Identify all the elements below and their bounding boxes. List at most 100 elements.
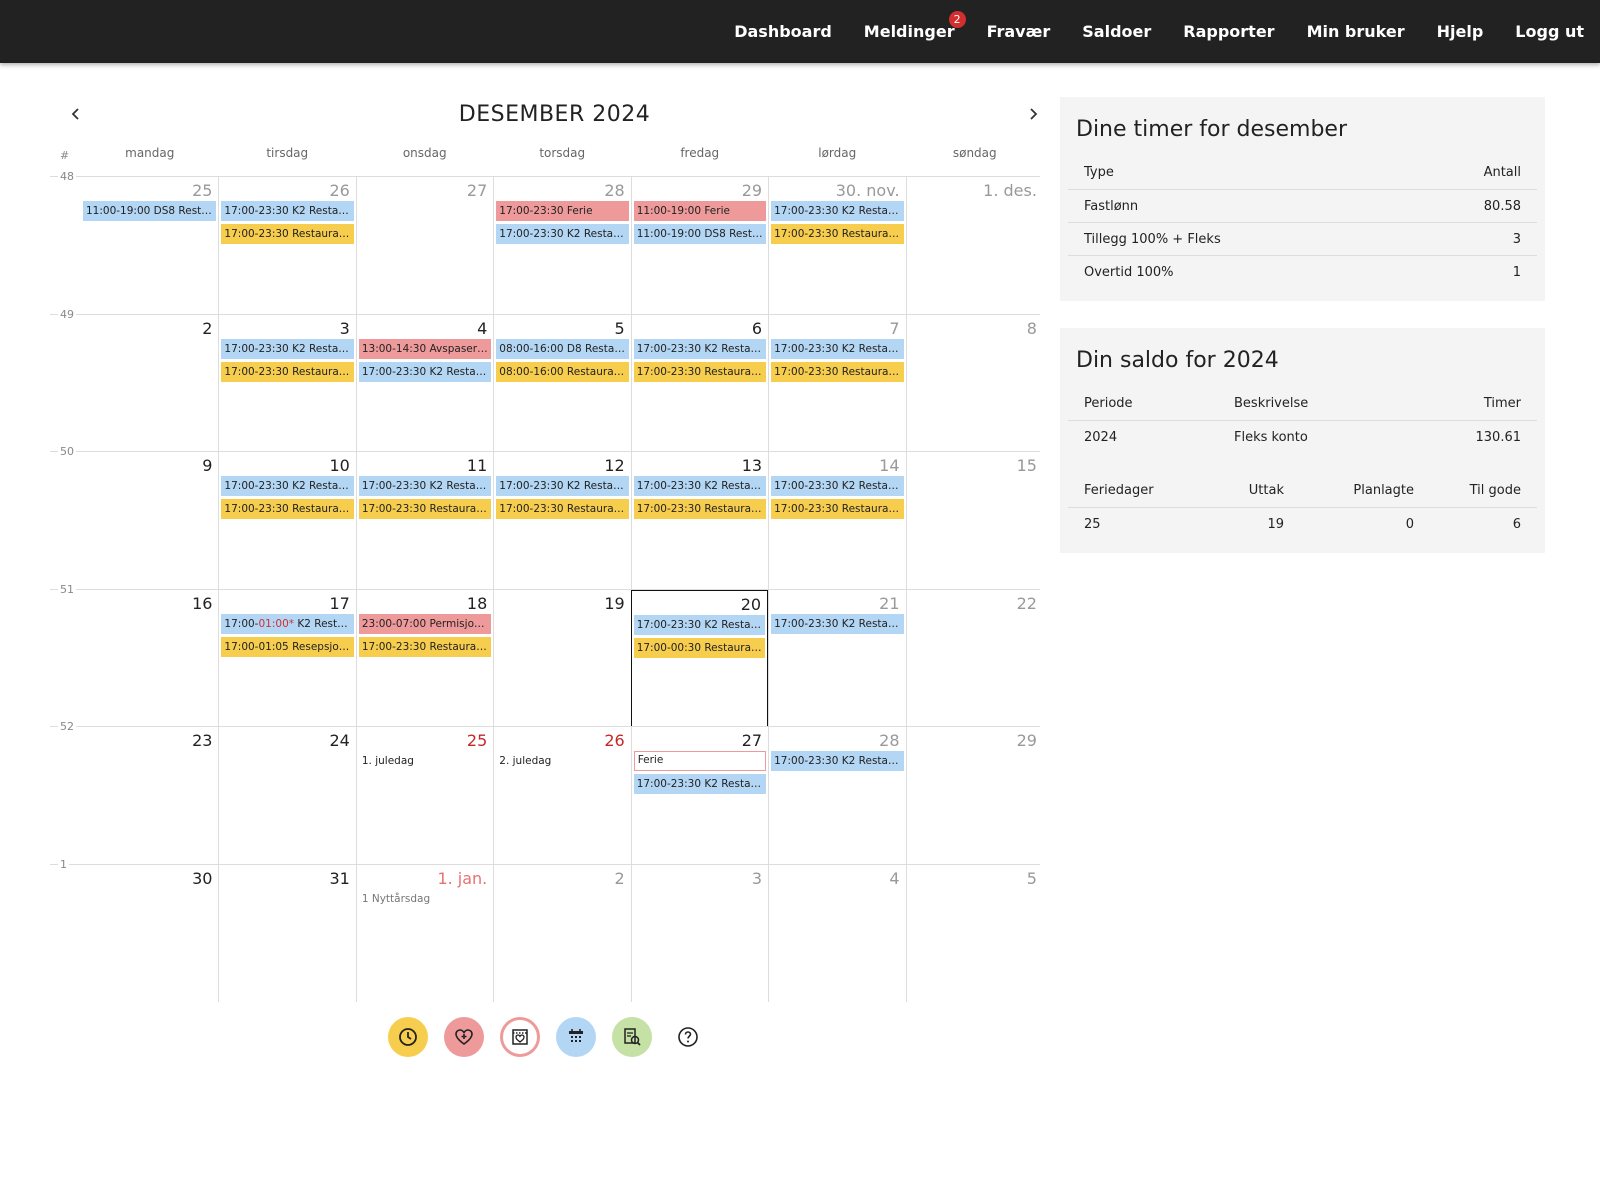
calendar-day[interactable]: 18 23:00-07:00 Permisjon m... 17:00-23:30 … <box>355 589 493 727</box>
next-month-button[interactable] <box>1021 102 1045 126</box>
calendar-button[interactable] <box>556 1017 596 1057</box>
hours-type: Fastlønn <box>1084 198 1139 214</box>
nav-rapporter[interactable]: Rapporter <box>1183 22 1275 41</box>
calendar-day[interactable]: 27 <box>355 177 493 314</box>
calendar-day[interactable]: 15 <box>905 452 1043 589</box>
previous-month-button[interactable] <box>64 102 88 126</box>
calendar-day[interactable]: 26 17:00-23:30 K2 Restaurant 17:00-23:30 R… <box>218 177 355 314</box>
calendar-day[interactable]: 5 <box>905 864 1043 1002</box>
calendar-day[interactable]: 28 17:00-23:30 K2 Restaurant <box>768 727 905 864</box>
calendar-day[interactable]: 3 <box>630 864 768 1002</box>
calendar-day[interactable]: 13 17:00-23:30 K2 Restaurant 17:00-23:30 R… <box>630 452 768 589</box>
calendar-day[interactable]: 4 13:00-14:30 Avspasering 17:00-23:30 K2 R… <box>355 314 493 452</box>
calendar-event[interactable]: 17:00-00:30 Restaurant | ... <box>633 637 766 658</box>
document-search-button[interactable] <box>612 1017 652 1057</box>
calendar-day[interactable]: 1. des. <box>905 177 1043 314</box>
calendar-event[interactable]: 17:00-23:30 K2 Restaurant <box>771 751 904 771</box>
calendar-day[interactable]: 23 <box>81 727 218 864</box>
calendar-day[interactable]: 10 17:00-23:30 K2 Restaurant 17:00-23:30 R… <box>218 452 355 589</box>
calendar-event[interactable]: 17:00-23:30 Restaurant | ... <box>358 636 492 657</box>
nav-saldoer[interactable]: Saldoer <box>1082 22 1152 41</box>
calendar-day[interactable]: 21 17:00-23:30 K2 Restaurant <box>768 589 905 727</box>
help-button[interactable] <box>668 1017 708 1057</box>
calendar-event[interactable]: 17:00-23:30 Restaurant | ... <box>358 499 492 519</box>
calendar-event[interactable]: 17:00-23:30 K2 Restaurant <box>633 774 767 794</box>
calendar-event[interactable]: 17:00-23:30 Restaurant | ... <box>633 499 767 519</box>
calendar-event[interactable]: 17:00-23:30 K2 Restaurant <box>771 338 904 359</box>
calendar-event[interactable]: 17:00-23:30 K2 Restaurant <box>221 338 354 359</box>
calendar-day-today[interactable]: 20 17:00-23:30 K2 Restaurant 17:00-00:30 R… <box>630 589 769 727</box>
calendar-event[interactable]: 17:00-23:30 Restaurant | ... <box>771 224 904 244</box>
calendar-event[interactable]: 17:00-23:30 Restaurant | ... <box>221 224 354 244</box>
calendar-event[interactable]: 11:00-19:00 Ferie <box>633 201 767 221</box>
calendar-event[interactable]: 17:00-23:30 K2 Restaurant <box>358 361 492 382</box>
calendar-event[interactable]: 17:00-23:30 Restaurant | ... <box>221 499 354 519</box>
calendar-event[interactable]: 17:00-23:30 K2 Restaurant <box>633 614 766 635</box>
calendar-day[interactable]: 1. jan. 1 Nyttårsdag <box>355 864 493 1002</box>
heart-calendar-button[interactable] <box>500 1017 540 1057</box>
calendar-day[interactable]: 26 2. juledag <box>493 727 630 864</box>
calendar-day[interactable]: 2 <box>81 315 218 452</box>
calendar-event[interactable]: 11:00-19:00 DS8 Restaurant <box>633 224 767 244</box>
calendar-event[interactable]: 17:00-23:30 K2 Restaurant <box>771 201 904 221</box>
calendar-event[interactable]: 17:00-23:30 Restaurant | ... <box>771 361 904 382</box>
calendar-day[interactable]: 31 <box>218 864 355 1002</box>
calendar-event[interactable]: 17:00-23:30 Restaurant | ... <box>771 499 904 519</box>
table-row: Overtid 100% 1 <box>1068 256 1537 289</box>
calendar-day[interactable]: 29 <box>905 727 1043 864</box>
calendar-day[interactable]: 8 <box>905 314 1043 452</box>
calendar-day[interactable]: 4 <box>768 864 905 1002</box>
calendar-event[interactable]: 17:00-23:30 K2 Restaurant <box>496 224 629 244</box>
nav-fravaer[interactable]: Fravær <box>986 22 1051 41</box>
nav-meldinger[interactable]: Meldinger 2 <box>864 11 966 41</box>
calendar-event[interactable]: 23:00-07:00 Permisjon m... <box>358 613 492 634</box>
calendar-day[interactable]: 27 Ferie 17:00-23:30 K2 Restaurant <box>630 727 768 864</box>
calendar-event[interactable]: 08:00-16:00 D8 Restaurant <box>496 338 629 359</box>
calendar-event[interactable]: 17:00-23:30 K2 Restaurant <box>771 476 904 496</box>
calendar-event[interactable]: 17:00-23:30 K2 Restaurant <box>771 613 904 634</box>
calendar-day[interactable]: 28 17:00-23:30 Ferie 17:00-23:30 K2 Restau… <box>493 177 630 314</box>
calendar-day[interactable]: 7 17:00-23:30 K2 Restaurant 17:00-23:30 Re… <box>768 314 905 452</box>
calendar-event[interactable]: 17:00-23:30 Restaurant | ... <box>633 361 767 382</box>
nav-dashboard[interactable]: Dashboard <box>734 22 832 41</box>
calendar-event[interactable]: 17:00-23:30 K2 Restaurant <box>358 476 492 496</box>
calendar-event[interactable]: Ferie <box>633 751 767 771</box>
calendar-day[interactable]: 11 17:00-23:30 K2 Restaurant 17:00-23:30 R… <box>355 452 493 589</box>
calendar-day[interactable]: 29 11:00-19:00 Ferie 11:00-19:00 DS8 Resta… <box>630 177 768 314</box>
calendar-event[interactable]: 08:00-16:00 Restaurant | ... <box>496 361 629 382</box>
calendar-day[interactable]: 24 <box>218 727 355 864</box>
calendar-day[interactable]: 19 <box>493 589 630 727</box>
calendar-event[interactable]: 13:00-14:30 Avspasering <box>358 338 492 359</box>
calendar-event[interactable]: 17:00-23:30 K2 Restaurant <box>496 476 629 496</box>
calendar-event[interactable]: 17:00-23:30 K2 Restaurant <box>633 476 767 496</box>
calendar-day[interactable]: 25 1. juledag <box>355 727 493 864</box>
column-header-planlagte: Planlagte <box>1353 483 1414 498</box>
calendar-event[interactable]: 17:00-23:30 Ferie <box>496 201 629 221</box>
calendar-day[interactable]: 14 17:00-23:30 K2 Restaurant 17:00-23:30 R… <box>768 452 905 589</box>
calendar-day[interactable]: 6 17:00-23:30 K2 Restaurant 17:00-23:30 Re… <box>630 314 768 452</box>
calendar-day[interactable]: 2 <box>493 864 630 1002</box>
calendar-day[interactable]: 30 <box>81 865 218 1002</box>
calendar-day[interactable]: 5 08:00-16:00 D8 Restaurant 08:00-16:00 Re… <box>493 314 630 452</box>
clock-button[interactable] <box>388 1017 428 1057</box>
calendar-event[interactable]: 17:00-01:05 Resepsjon | ... <box>221 636 354 657</box>
calendar-day[interactable]: 9 <box>81 452 218 589</box>
calendar-day[interactable]: 3 17:00-23:30 K2 Restaurant 17:00-23:30 Re… <box>218 314 355 452</box>
calendar-event[interactable]: 17:00-01:00* K2 Restaurant <box>221 613 354 634</box>
calendar-event[interactable]: 17:00-23:30 Restaurant | ... <box>496 499 629 519</box>
calendar-day[interactable]: 16 <box>81 590 218 727</box>
calendar-event[interactable]: 11:00-19:00 DS8 Restaurant <box>83 201 217 221</box>
calendar-event[interactable]: 17:00-23:30 K2 Restaurant <box>221 201 354 221</box>
calendar-day[interactable]: 22 <box>905 589 1043 727</box>
calendar-day[interactable]: 12 17:00-23:30 K2 Restaurant 17:00-23:30 R… <box>493 452 630 589</box>
nav-hjelp[interactable]: Hjelp <box>1436 22 1484 41</box>
calendar-event[interactable]: 17:00-23:30 K2 Restaurant <box>633 338 767 359</box>
calendar-day[interactable]: 30. nov. 17:00-23:30 K2 Restaurant 17:00-2… <box>768 177 905 314</box>
nav-min-bruker[interactable]: Min bruker <box>1306 22 1405 41</box>
heart-plus-button[interactable] <box>444 1017 484 1057</box>
nav-logg-ut[interactable]: Logg ut <box>1515 22 1584 41</box>
calendar-event[interactable]: 17:00-23:30 K2 Restaurant <box>221 476 354 496</box>
calendar-event[interactable]: 17:00-23:30 Restaurant | ... <box>221 361 354 382</box>
